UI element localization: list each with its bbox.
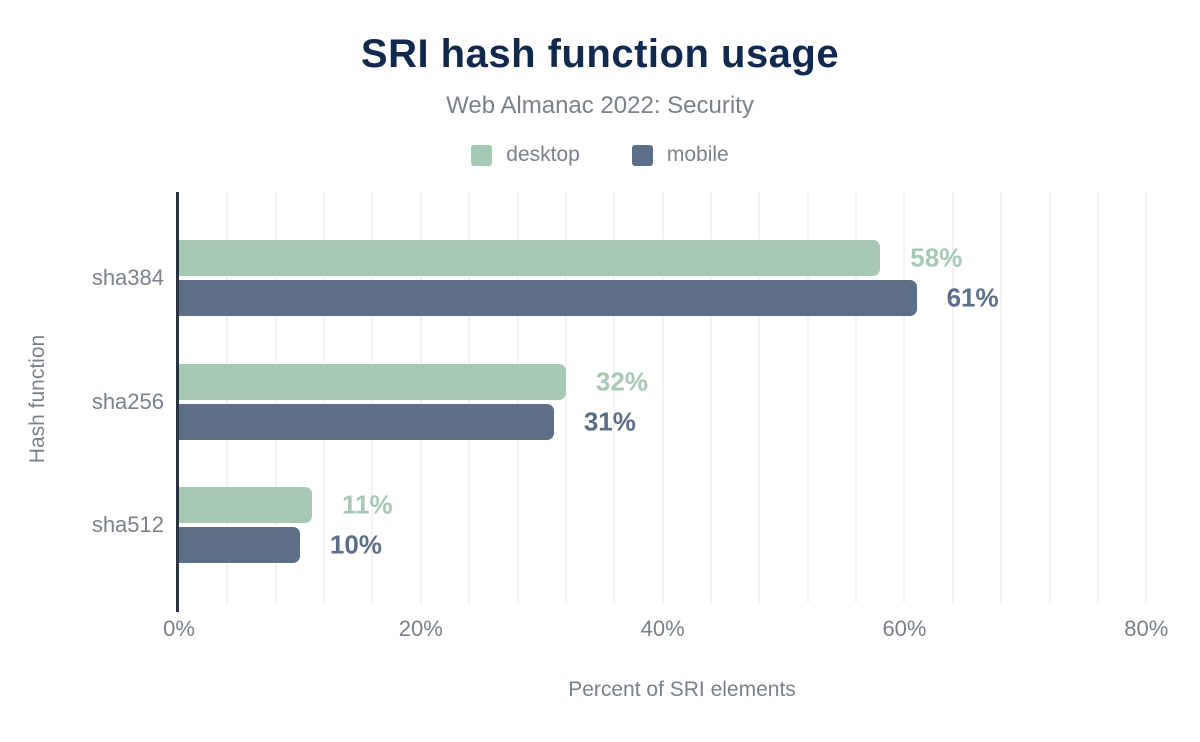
gridline bbox=[903, 192, 906, 603]
y-axis-title: Hash function bbox=[26, 334, 49, 464]
gridline bbox=[806, 192, 809, 603]
value-label-desktop-sha384: 58% bbox=[910, 242, 963, 273]
value-label-desktop-sha512: 11% bbox=[342, 489, 393, 520]
chart-subtitle: Web Almanac 2022: Security bbox=[446, 92, 754, 119]
x-tick-label-80: 80% bbox=[1124, 616, 1169, 641]
x-axis-title: Percent of SRI elements bbox=[568, 678, 796, 701]
chart-title: SRI hash function usage bbox=[360, 32, 840, 76]
x-tick-label-20: 20% bbox=[398, 616, 443, 641]
legend-swatch-desktop-icon bbox=[471, 144, 493, 166]
y-axis-line bbox=[176, 192, 179, 612]
category-label-sha512: sha512 bbox=[91, 512, 164, 537]
x-tick-label-0: 0% bbox=[163, 616, 195, 641]
gridline bbox=[564, 192, 567, 603]
bar-desktop-sha384 bbox=[179, 240, 881, 276]
bar-mobile-sha384 bbox=[179, 280, 917, 316]
gridline bbox=[1145, 192, 1148, 603]
bar-mobile-sha256 bbox=[179, 404, 554, 440]
value-label-mobile-sha256: 31% bbox=[583, 406, 636, 437]
legend-item-mobile: mobile bbox=[631, 143, 729, 167]
bar-desktop-sha256 bbox=[179, 364, 566, 400]
legend-swatch-mobile-icon bbox=[631, 144, 653, 166]
bar-desktop-sha512 bbox=[179, 487, 312, 523]
gridline bbox=[661, 192, 664, 603]
legend: desktop mobile bbox=[0, 143, 1200, 167]
value-label-mobile-sha512: 10% bbox=[329, 529, 382, 560]
x-tick-label-60: 60% bbox=[882, 616, 927, 641]
category-label-sha256: sha256 bbox=[91, 389, 164, 414]
gridline bbox=[1048, 192, 1051, 603]
legend-label-mobile: mobile bbox=[666, 143, 729, 166]
gridline bbox=[758, 192, 761, 603]
bar-mobile-sha512 bbox=[179, 527, 300, 563]
gridline bbox=[951, 192, 954, 603]
gridline bbox=[1096, 192, 1099, 603]
plot-area: 58% 61% 32% 31% 11% 10% bbox=[179, 192, 1185, 605]
value-label-desktop-sha256: 32% bbox=[595, 366, 648, 397]
gridline bbox=[855, 192, 858, 603]
gridline bbox=[1000, 192, 1003, 603]
gridline bbox=[710, 192, 713, 603]
legend-label-desktop: desktop bbox=[506, 143, 580, 166]
category-labels: sha384 sha256 sha512 bbox=[0, 192, 164, 605]
value-label-mobile-sha384: 61% bbox=[946, 282, 999, 313]
gridline bbox=[613, 192, 616, 603]
x-axis-ticks: 0% 20% 40% 60% 80% bbox=[163, 616, 1185, 646]
x-tick-label-40: 40% bbox=[640, 616, 685, 641]
legend-item-desktop: desktop bbox=[471, 143, 580, 167]
category-label-sha384: sha384 bbox=[91, 265, 164, 290]
